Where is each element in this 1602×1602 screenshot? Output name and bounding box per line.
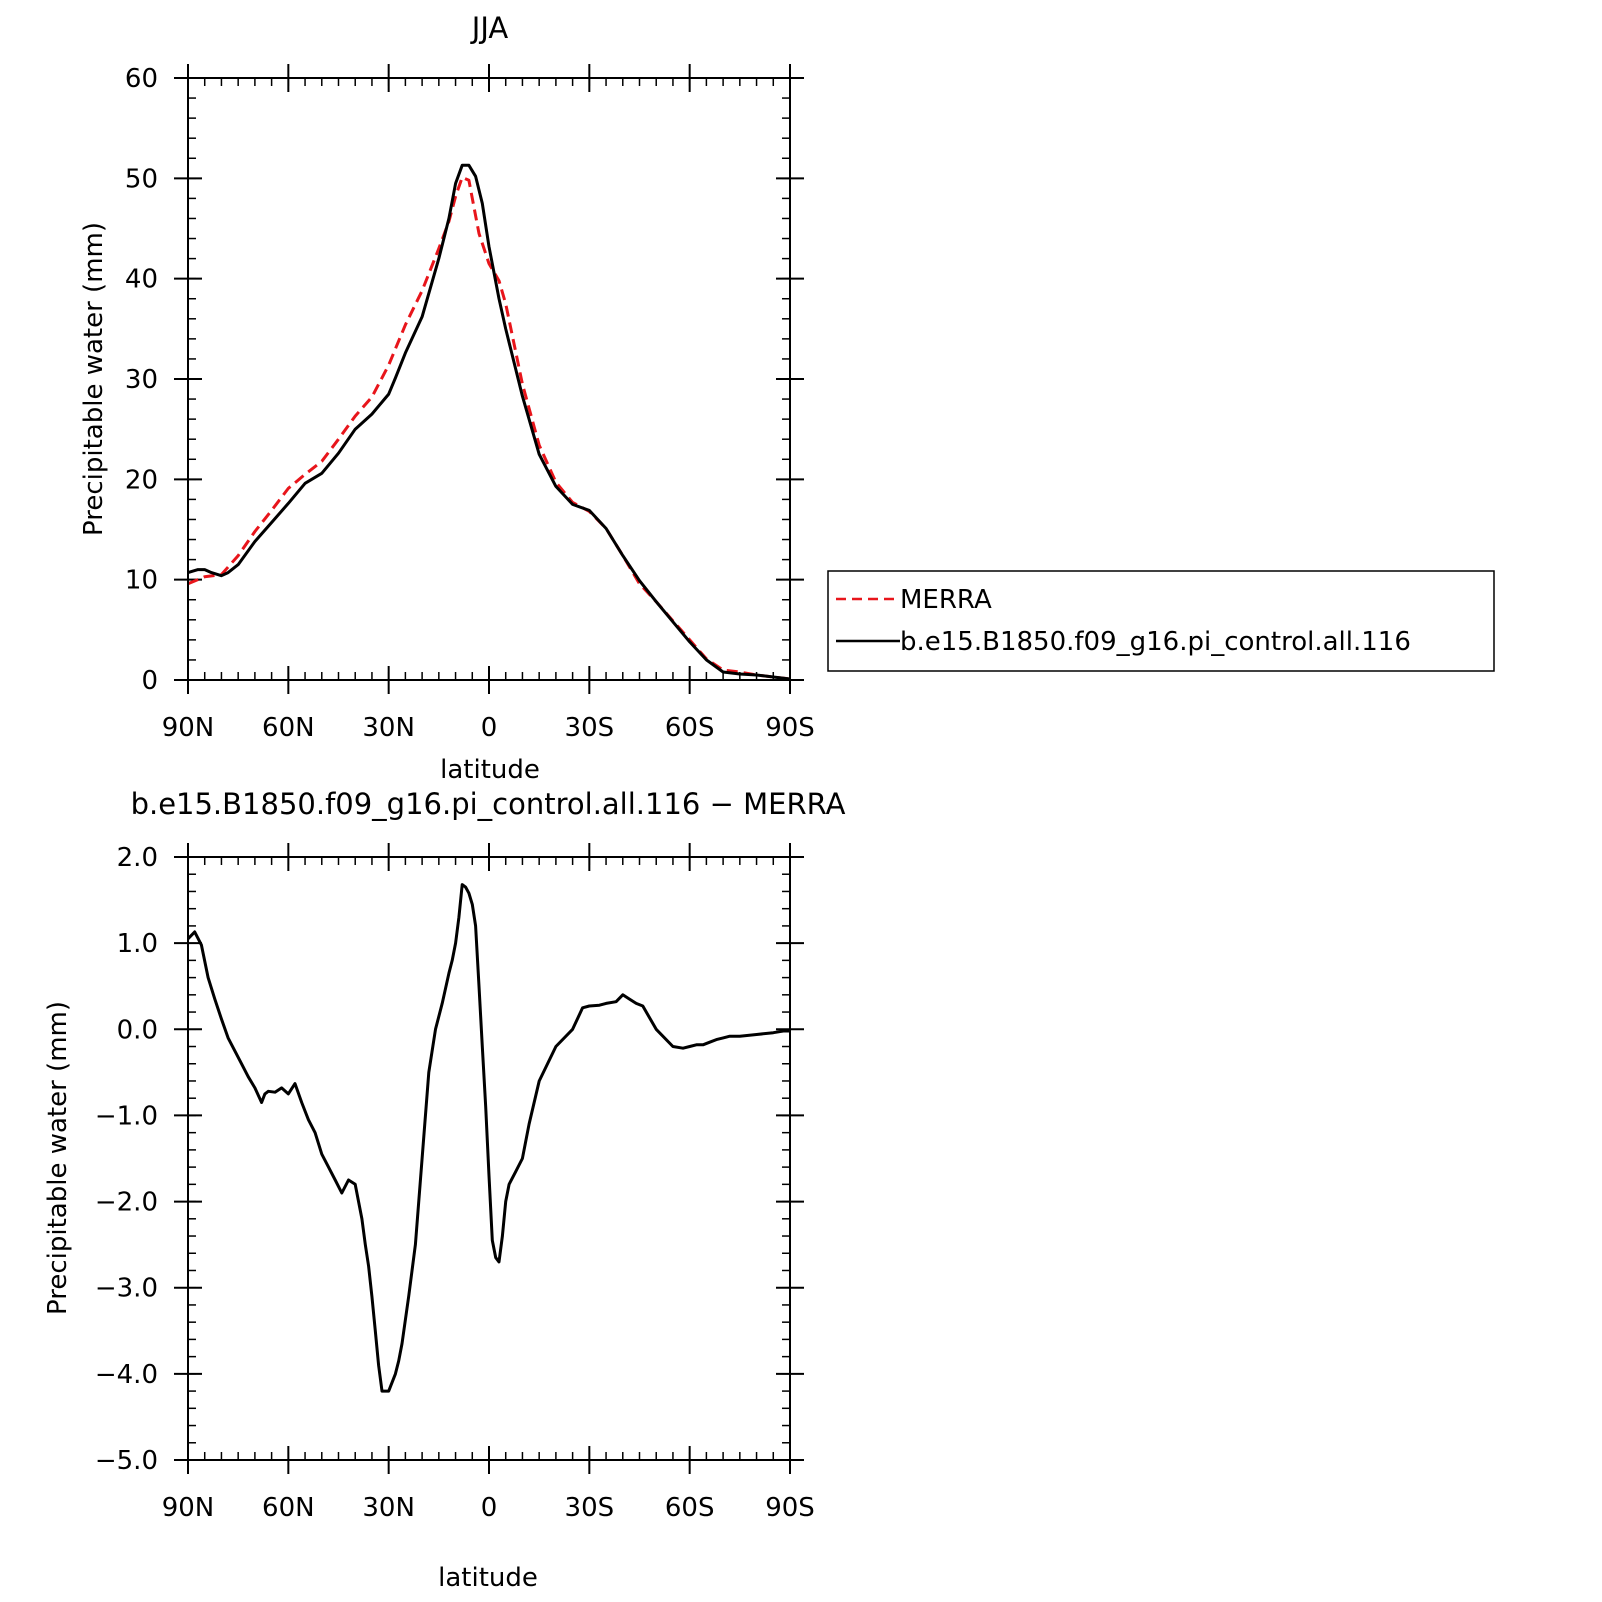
- y-tick-label: 50: [125, 164, 158, 194]
- legend: MERRA b.e15.B1850.f09_g16.pi_control.all…: [827, 570, 1495, 672]
- x-tick-label: 0: [481, 713, 498, 743]
- x-tick-label: 30N: [362, 1493, 415, 1523]
- y-tick-label: −5.0: [95, 1446, 158, 1476]
- y-tick-label: −1.0: [95, 1101, 158, 1131]
- plot-frame: [187, 77, 791, 681]
- x-axis-label: latitude: [438, 1563, 538, 1593]
- y-tick-label: 60: [125, 64, 158, 94]
- y-axis-label: Precipitable water (mm): [43, 1001, 73, 1315]
- y-tick-label: 0: [141, 666, 158, 696]
- panel-bottom-difference: b.e15.B1850.f09_g16.pi_control.all.116 −…: [43, 787, 846, 1593]
- y-tick-label: 0.0: [117, 1015, 158, 1045]
- x-tick-label: 90S: [765, 713, 815, 743]
- x-tick-label: 30S: [565, 713, 615, 743]
- legend-label-model: b.e15.B1850.f09_g16.pi_control.all.116: [900, 627, 1411, 657]
- legend-label-merra: MERRA: [900, 585, 992, 615]
- chart-title: JJA: [470, 11, 509, 45]
- x-tick-label: 30S: [565, 1493, 615, 1523]
- y-tick-label: 10: [125, 566, 158, 596]
- plot-area: [187, 163, 791, 681]
- x-axis-label: latitude: [440, 755, 540, 785]
- legend-box: [827, 570, 1495, 672]
- plot-frame: [187, 856, 791, 1461]
- x-tick-label: 30N: [362, 713, 415, 743]
- x-tick-label: 60N: [262, 1493, 315, 1523]
- x-tick-label: 90N: [162, 713, 215, 743]
- series-line-model: [187, 163, 791, 681]
- x-tick-label: 0: [481, 1493, 498, 1523]
- y-tick-label: −3.0: [95, 1274, 158, 1304]
- x-tick-label: 60S: [665, 1493, 715, 1523]
- series-line-difference: [186, 883, 790, 1393]
- x-tick-label: 90S: [765, 1493, 815, 1523]
- series-line-merra: [187, 175, 791, 681]
- y-tick-label: −4.0: [95, 1360, 158, 1390]
- x-tick-label: 90N: [162, 1493, 215, 1523]
- x-tick-label: 60S: [665, 713, 715, 743]
- y-axis-label: Precipitable water (mm): [79, 222, 109, 536]
- chart-title: b.e15.B1850.f09_g16.pi_control.all.116 −…: [131, 787, 846, 821]
- y-tick-label: −2.0: [95, 1188, 158, 1218]
- y-tick-label: 30: [125, 365, 158, 395]
- y-tick-label: 20: [125, 465, 158, 495]
- y-tick-label: 1.0: [117, 929, 158, 959]
- x-tick-label: 60N: [262, 713, 315, 743]
- panel-top-jja: JJA Precipitable water (mm) latitude 90N…: [79, 11, 815, 785]
- plot-area: [186, 883, 790, 1393]
- y-tick-label: 40: [125, 265, 158, 295]
- y-tick-label: 2.0: [117, 843, 158, 873]
